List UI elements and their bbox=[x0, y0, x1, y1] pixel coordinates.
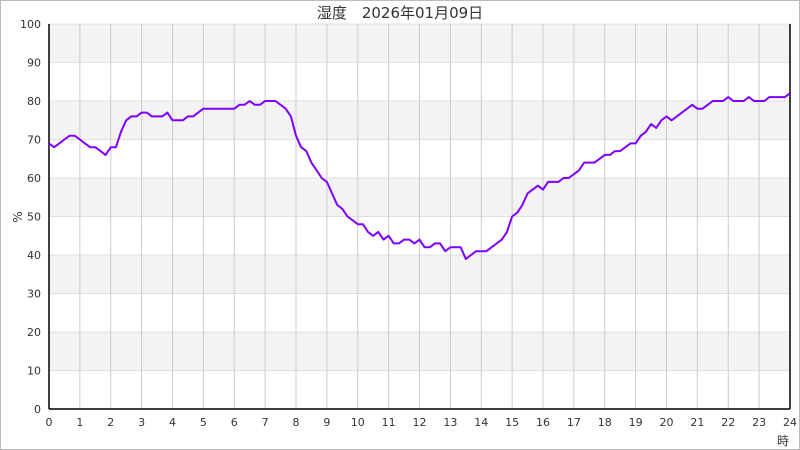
y-tick-label: 100 bbox=[20, 18, 41, 31]
x-tick-label: 10 bbox=[351, 416, 365, 429]
x-tick-label: 23 bbox=[752, 416, 766, 429]
grid-lines bbox=[48, 23, 791, 410]
x-tick-label: 5 bbox=[200, 416, 207, 429]
y-axis-label: % bbox=[11, 211, 25, 222]
y-tick-label: 30 bbox=[27, 288, 41, 301]
x-tick-label: 7 bbox=[262, 416, 269, 429]
y-tick-label: 60 bbox=[27, 172, 41, 185]
x-tick-label: 14 bbox=[474, 416, 488, 429]
y-tick-label: 70 bbox=[27, 134, 41, 147]
y-tick-label: 80 bbox=[27, 95, 41, 108]
x-tick-label: 8 bbox=[293, 416, 300, 429]
x-tick-label: 2 bbox=[107, 416, 114, 429]
x-tick-label: 1 bbox=[76, 416, 83, 429]
y-tick-label: 20 bbox=[27, 326, 41, 339]
x-tick-label: 12 bbox=[413, 416, 427, 429]
x-tick-label: 18 bbox=[598, 416, 612, 429]
x-tick-label: 9 bbox=[323, 416, 330, 429]
x-axis-label: 時 bbox=[777, 434, 789, 448]
x-tick-label: 11 bbox=[382, 416, 396, 429]
x-tick-label: 21 bbox=[690, 416, 704, 429]
x-tick-label: 20 bbox=[660, 416, 674, 429]
x-tick-label: 4 bbox=[169, 416, 176, 429]
x-tick-label: 13 bbox=[443, 416, 457, 429]
y-tick-label: 50 bbox=[27, 211, 41, 224]
x-tick-label: 22 bbox=[721, 416, 735, 429]
y-tick-label: 10 bbox=[27, 365, 41, 378]
x-tick-label: 3 bbox=[138, 416, 145, 429]
x-tick-label: 16 bbox=[536, 416, 550, 429]
x-tick-label: 0 bbox=[46, 416, 53, 429]
y-tick-label: 90 bbox=[27, 57, 41, 70]
y-tick-label: 0 bbox=[34, 403, 41, 416]
series-line-humidity bbox=[48, 92, 791, 260]
chart-title: 湿度 2026年01月09日 bbox=[317, 4, 483, 22]
x-tick-label: 6 bbox=[231, 416, 238, 429]
y-tick-label: 40 bbox=[27, 249, 41, 262]
axes bbox=[48, 24, 791, 410]
x-tick-label: 15 bbox=[505, 416, 519, 429]
x-tick-label: 17 bbox=[567, 416, 581, 429]
x-tick-label: 19 bbox=[629, 416, 643, 429]
x-tick-label: 24 bbox=[783, 416, 797, 429]
